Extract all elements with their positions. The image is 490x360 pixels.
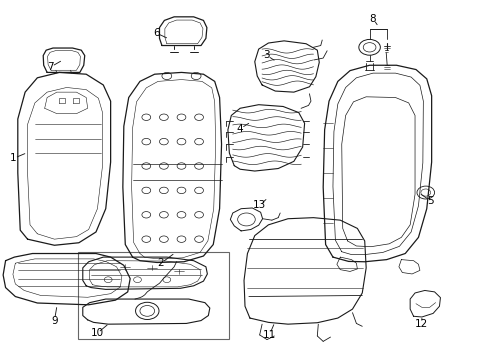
Text: 13: 13 [253, 200, 266, 210]
Text: 2: 2 [158, 258, 164, 268]
Text: 10: 10 [90, 328, 103, 338]
Bar [78, 252, 229, 338]
Text: 6: 6 [153, 28, 159, 38]
Text: 5: 5 [427, 196, 434, 206]
Text: 1: 1 [10, 153, 17, 163]
Text: 8: 8 [369, 14, 376, 24]
Text: 11: 11 [263, 330, 276, 340]
Text: 3: 3 [263, 50, 270, 60]
Text: 12: 12 [415, 319, 428, 329]
Text: 4: 4 [237, 124, 244, 134]
Text: 7: 7 [47, 62, 54, 72]
Text: 9: 9 [51, 316, 58, 325]
